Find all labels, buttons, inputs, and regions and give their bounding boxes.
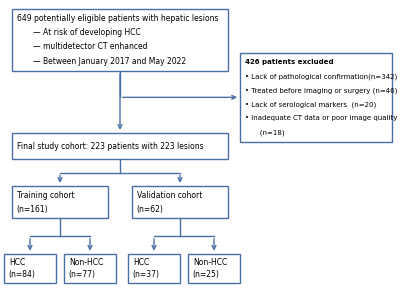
Text: Validation cohort: Validation cohort xyxy=(137,191,202,200)
Text: • Lack of serological markers  (n=20): • Lack of serological markers (n=20) xyxy=(245,101,376,108)
Text: Non-HCC: Non-HCC xyxy=(69,258,103,267)
Text: (n=84): (n=84) xyxy=(9,270,36,279)
FancyBboxPatch shape xyxy=(4,254,56,283)
Text: • Inadequate CT data or poor image quality: • Inadequate CT data or poor image quali… xyxy=(245,115,397,121)
FancyBboxPatch shape xyxy=(12,133,228,159)
Text: Non-HCC: Non-HCC xyxy=(193,258,227,267)
Text: — At risk of developing HCC: — At risk of developing HCC xyxy=(33,28,140,37)
Text: HCC: HCC xyxy=(133,258,149,267)
Text: (n=37): (n=37) xyxy=(133,270,160,279)
FancyBboxPatch shape xyxy=(128,254,180,283)
Text: — multidetector CT enhanced: — multidetector CT enhanced xyxy=(33,42,147,52)
Text: (n=18): (n=18) xyxy=(253,129,284,135)
FancyBboxPatch shape xyxy=(12,9,228,71)
Text: 426 patients excluded: 426 patients excluded xyxy=(245,59,334,65)
Text: — Between January 2017 and May 2022: — Between January 2017 and May 2022 xyxy=(33,57,186,66)
FancyBboxPatch shape xyxy=(240,53,392,142)
Text: (n=77): (n=77) xyxy=(69,270,96,279)
FancyBboxPatch shape xyxy=(188,254,240,283)
Text: HCC: HCC xyxy=(9,258,25,267)
Text: • Treated before imaging or surgery (n=46): • Treated before imaging or surgery (n=4… xyxy=(245,87,397,94)
Text: • Lack of pathological confirmation(n=342): • Lack of pathological confirmation(n=34… xyxy=(245,73,397,80)
FancyBboxPatch shape xyxy=(12,186,108,218)
FancyBboxPatch shape xyxy=(64,254,116,283)
Text: (n=62): (n=62) xyxy=(137,204,164,214)
Text: (n=161): (n=161) xyxy=(17,204,48,214)
Text: Final study cohort: 223 patients with 223 lesions: Final study cohort: 223 patients with 22… xyxy=(17,142,204,150)
Text: (n=25): (n=25) xyxy=(193,270,220,279)
FancyBboxPatch shape xyxy=(132,186,228,218)
Text: 649 potentially eligible patients with hepatic lesions: 649 potentially eligible patients with h… xyxy=(17,14,218,23)
Text: Training cohort: Training cohort xyxy=(17,191,74,200)
